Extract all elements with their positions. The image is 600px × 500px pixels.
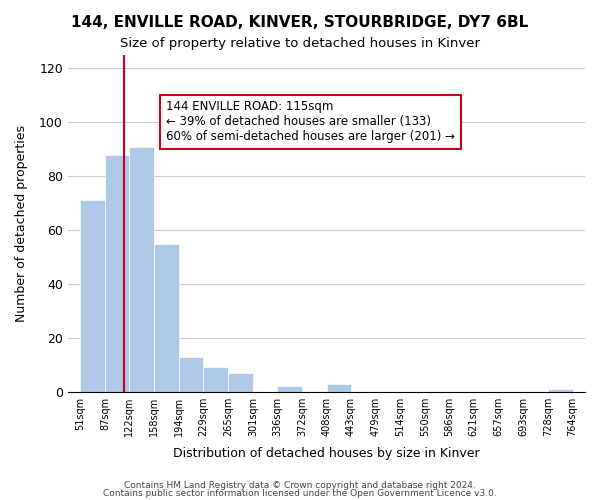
Bar <box>548 389 572 392</box>
Bar <box>80 200 105 392</box>
Bar <box>154 244 179 392</box>
Text: 144, ENVILLE ROAD, KINVER, STOURBRIDGE, DY7 6BL: 144, ENVILLE ROAD, KINVER, STOURBRIDGE, … <box>71 15 529 30</box>
Text: Contains HM Land Registry data © Crown copyright and database right 2024.: Contains HM Land Registry data © Crown c… <box>124 481 476 490</box>
X-axis label: Distribution of detached houses by size in Kinver: Distribution of detached houses by size … <box>173 447 480 460</box>
Bar <box>203 368 228 392</box>
Text: Contains public sector information licensed under the Open Government Licence v3: Contains public sector information licen… <box>103 488 497 498</box>
Bar <box>327 384 351 392</box>
Bar <box>228 373 253 392</box>
Text: 144 ENVILLE ROAD: 115sqm
← 39% of detached houses are smaller (133)
60% of semi-: 144 ENVILLE ROAD: 115sqm ← 39% of detach… <box>166 100 455 144</box>
Bar <box>129 146 154 392</box>
Text: Size of property relative to detached houses in Kinver: Size of property relative to detached ho… <box>120 38 480 51</box>
Bar <box>179 356 203 392</box>
Bar <box>277 386 302 392</box>
Y-axis label: Number of detached properties: Number of detached properties <box>15 125 28 322</box>
Bar <box>105 154 129 392</box>
